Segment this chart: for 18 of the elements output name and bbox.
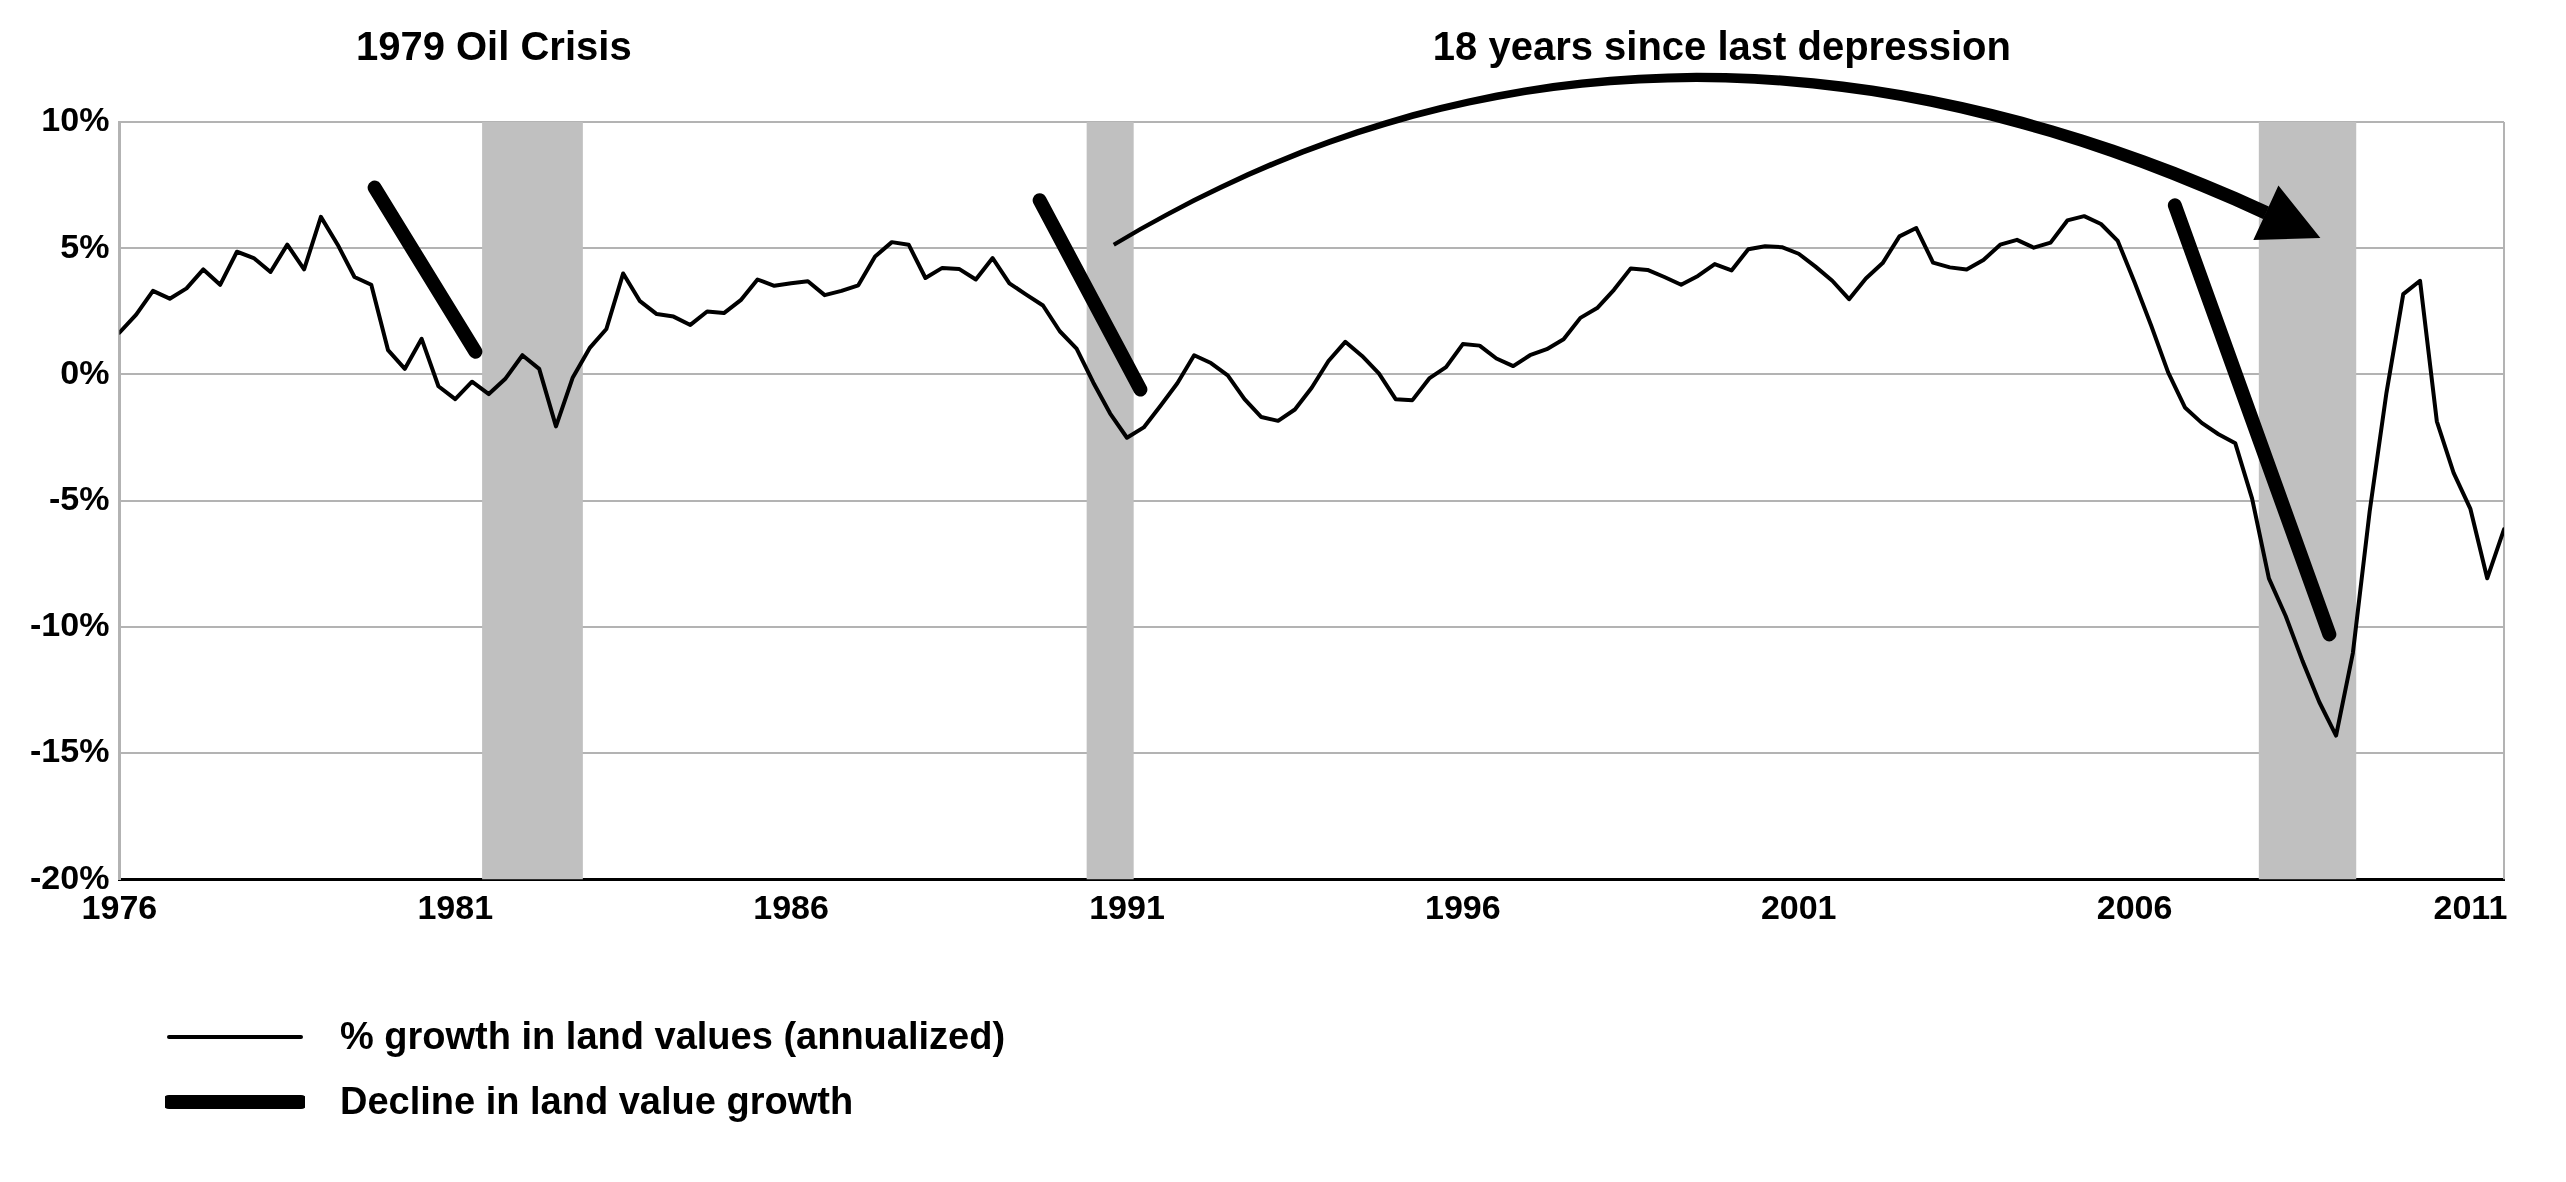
y-tick-label: -10% xyxy=(30,605,110,644)
text: 18 years since last depression xyxy=(1432,24,2011,69)
y-tick-label: -5% xyxy=(48,478,110,517)
legend-label: Decline in land value growth xyxy=(340,1080,854,1123)
x-tick-label: 1991 xyxy=(1089,887,1165,926)
y-tick-label: -20% xyxy=(30,857,110,896)
x-tick-label: 2011 xyxy=(2433,887,2508,926)
x-tick-label: 1996 xyxy=(1425,887,1501,926)
y-tick-label: 10% xyxy=(41,100,110,139)
x-tick-label: 1981 xyxy=(417,887,494,926)
y-tick-label: -15% xyxy=(30,731,110,770)
y-tick-label: 0% xyxy=(60,352,110,391)
text: 1979 Oil Crisis xyxy=(355,24,632,69)
x-tick-label: 1986 xyxy=(753,887,829,926)
y-tick-label: 5% xyxy=(60,226,110,265)
x-tick-label: 2006 xyxy=(2096,887,2173,926)
legend-label: % growth in land values (annualized) xyxy=(340,1015,1006,1058)
x-tick-label: 2001 xyxy=(1760,887,1837,926)
